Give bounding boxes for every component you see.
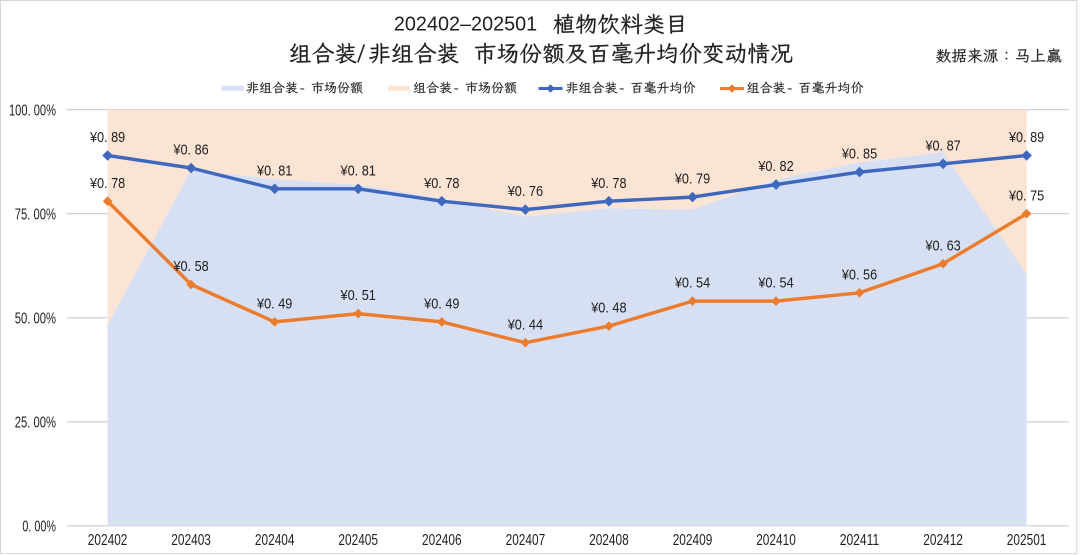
svg-text:¥0. 56: ¥0. 56 [841,267,877,283]
svg-text:¥0. 78: ¥0. 78 [423,176,459,192]
svg-text:¥0. 48: ¥0. 48 [590,301,626,317]
svg-text:202404: 202404 [255,532,295,549]
svg-text:¥0. 51: ¥0. 51 [340,288,376,304]
svg-text:202409: 202409 [673,532,713,549]
svg-text:202412: 202412 [923,532,963,549]
svg-text:¥0. 85: ¥0. 85 [841,147,877,163]
svg-text:¥0. 76: ¥0. 76 [507,184,543,200]
svg-text:¥0. 89: ¥0. 89 [89,130,125,146]
svg-text:¥0. 63: ¥0. 63 [925,238,961,254]
svg-text:¥0. 75: ¥0. 75 [1008,188,1044,204]
svg-text:¥0. 54: ¥0. 54 [674,276,710,292]
svg-text:202402–202501: 202402–202501 [394,12,537,35]
svg-text:¥0. 81: ¥0. 81 [256,163,292,179]
svg-text:¥0. 81: ¥0. 81 [340,163,376,179]
svg-text:202402: 202402 [88,532,128,549]
svg-text:25. 00%: 25. 00% [15,415,56,432]
svg-text:¥0. 82: ¥0. 82 [757,159,793,175]
svg-text:202406: 202406 [422,532,462,549]
svg-text:¥0. 89: ¥0. 89 [1008,130,1044,146]
svg-text:202403: 202403 [171,532,211,549]
svg-text:202501: 202501 [1007,532,1047,549]
svg-text:¥0. 78: ¥0. 78 [590,176,626,192]
svg-text:¥0. 87: ¥0. 87 [925,138,961,154]
svg-text:¥0. 44: ¥0. 44 [507,317,543,333]
svg-text:0. 00%: 0. 00% [22,519,56,536]
svg-text:50. 00%: 50. 00% [15,311,56,328]
svg-text:75. 00%: 75. 00% [15,207,56,224]
svg-text:202407: 202407 [506,532,546,549]
svg-text:202408: 202408 [589,532,629,549]
svg-text:202411: 202411 [840,532,880,549]
svg-text:¥0. 79: ¥0. 79 [674,172,710,188]
svg-text:202410: 202410 [756,532,796,549]
svg-text:¥0. 49: ¥0. 49 [256,297,292,313]
svg-text:202405: 202405 [338,532,378,549]
svg-text:¥0. 58: ¥0. 58 [173,259,209,275]
svg-text:¥0. 49: ¥0. 49 [423,297,459,313]
svg-text:¥0. 78: ¥0. 78 [89,176,125,192]
svg-text:¥0. 54: ¥0. 54 [757,276,793,292]
svg-text:100. 00%: 100. 00% [9,103,56,120]
svg-text:¥0. 86: ¥0. 86 [173,143,209,159]
